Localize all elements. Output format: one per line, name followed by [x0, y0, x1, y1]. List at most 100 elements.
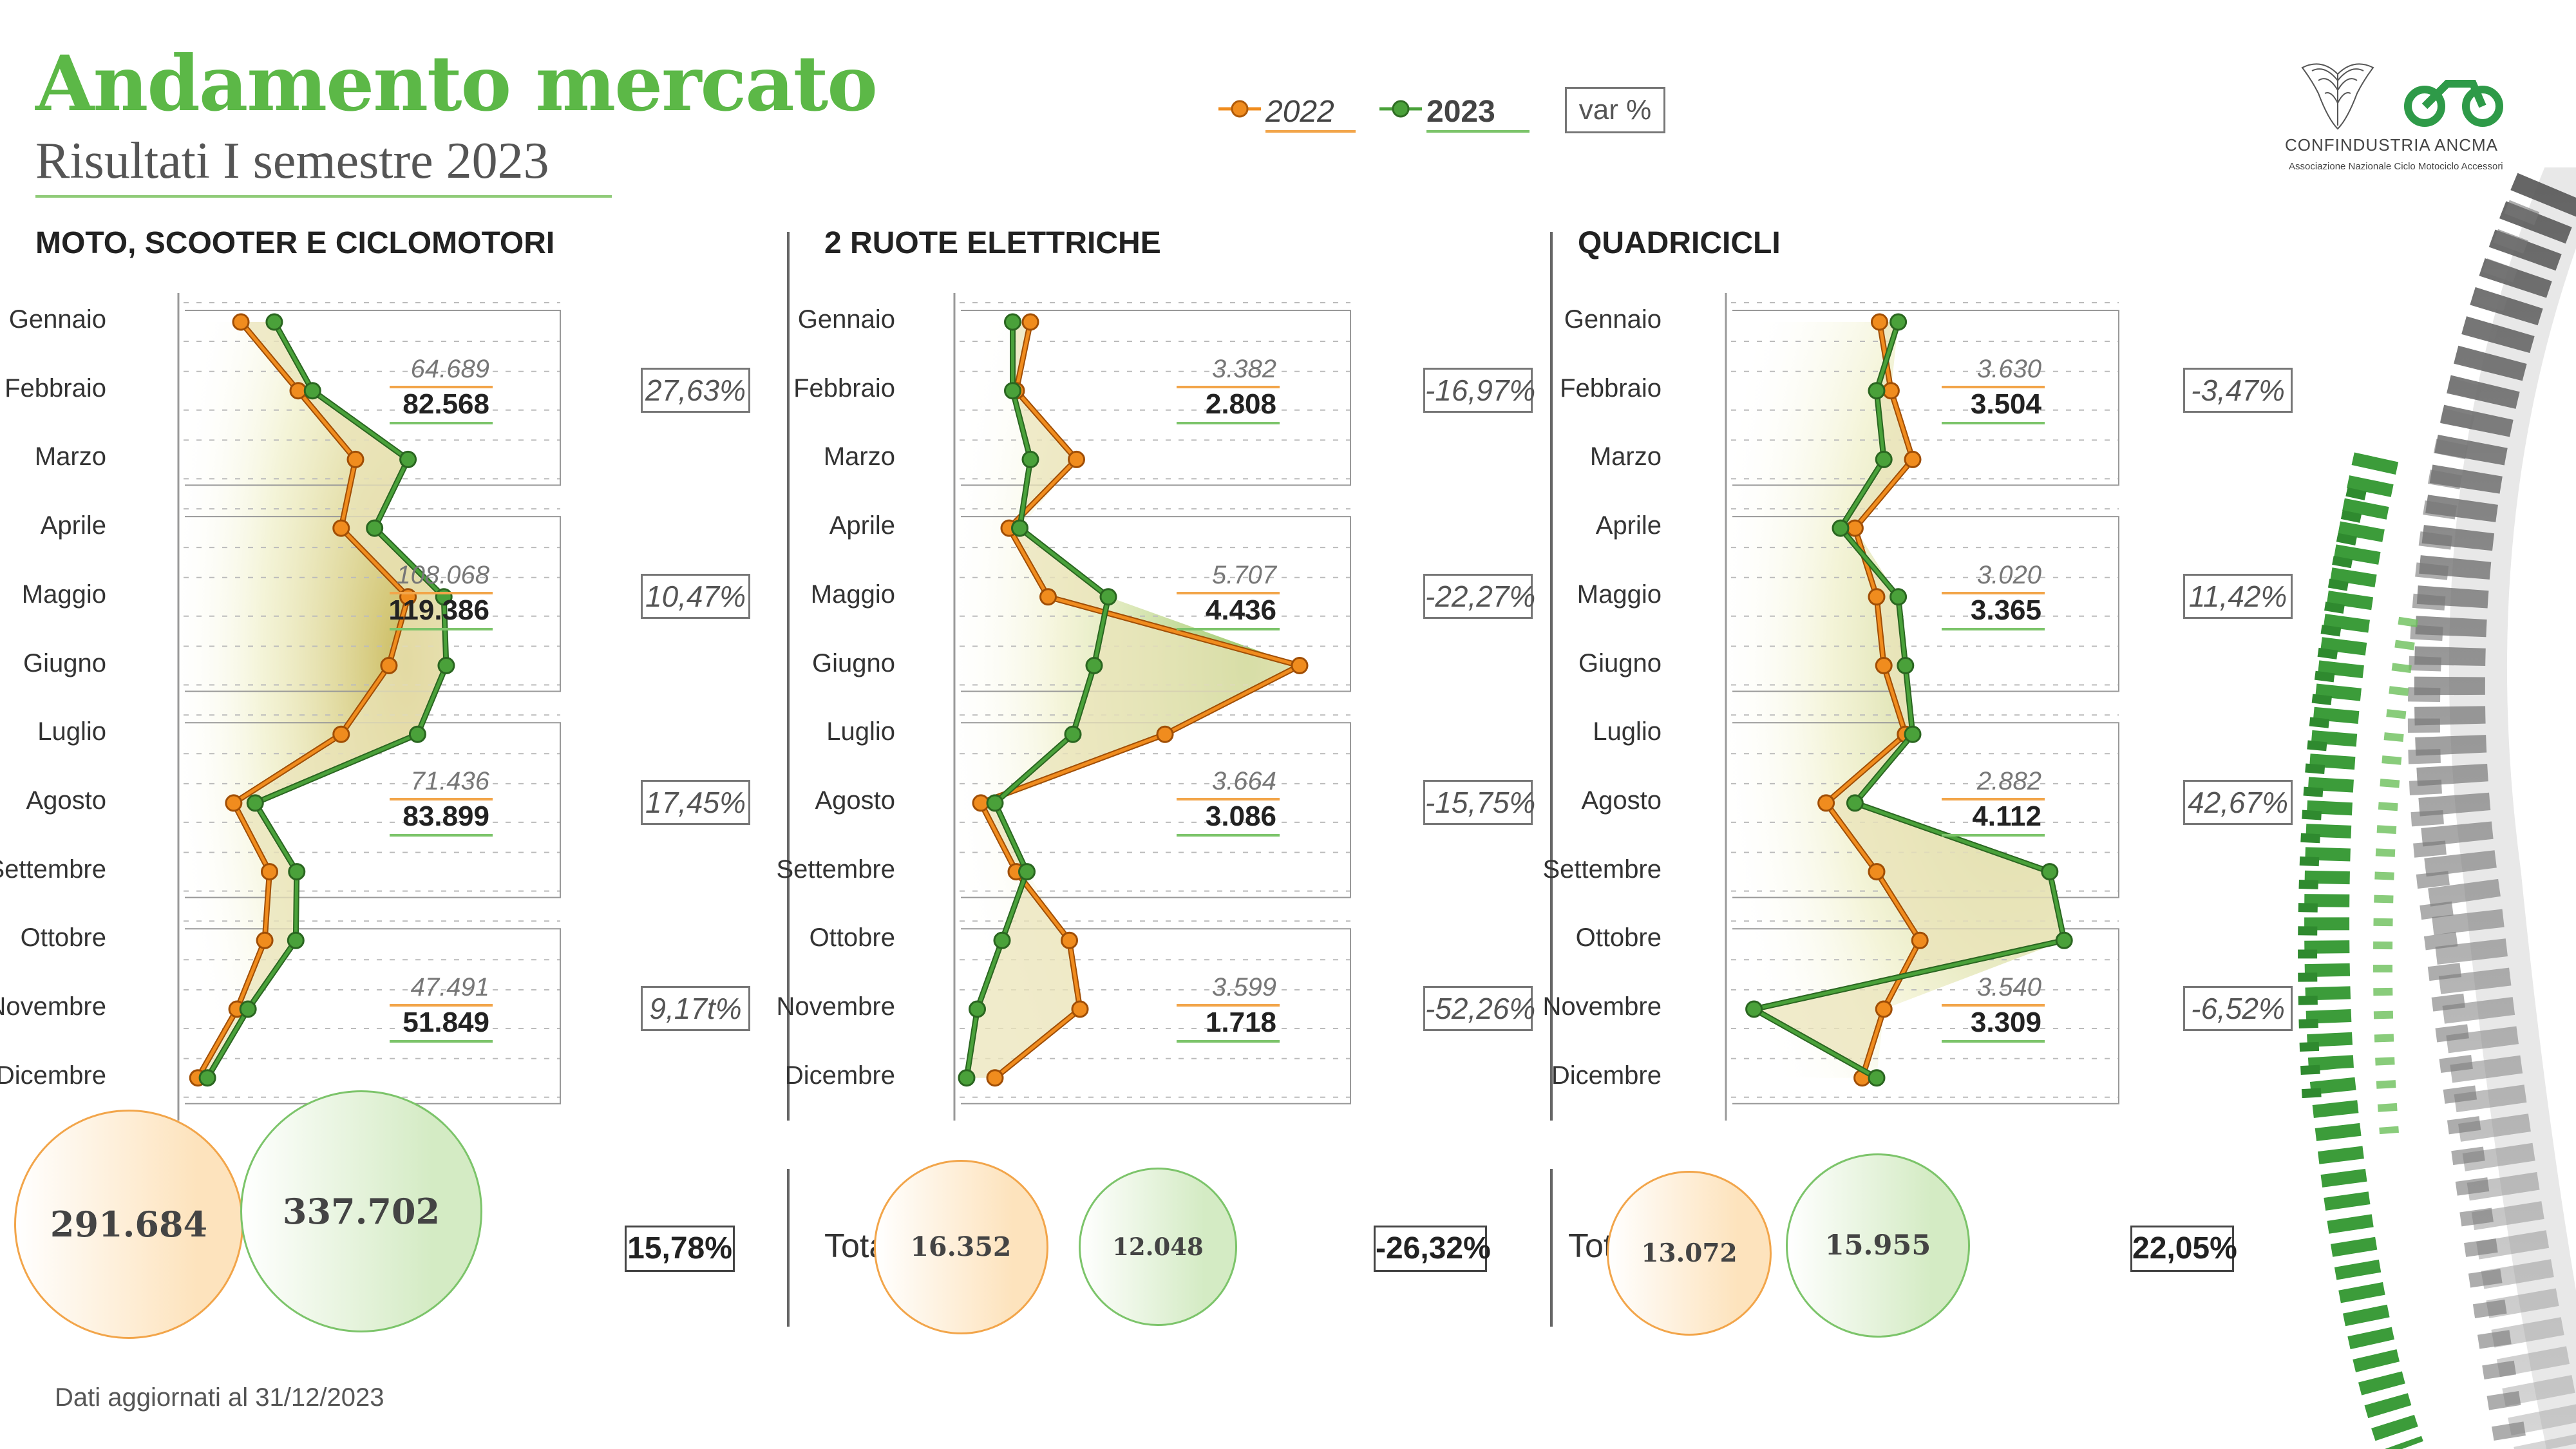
data-point-2023 [303, 382, 321, 400]
data-point-2022 [1156, 725, 1174, 743]
series-line-2023 [1749, 321, 2067, 1079]
quarter-underline-2023 [1942, 1040, 2045, 1043]
legend-2022-marker [1218, 100, 1261, 118]
quarter-underline-2022 [390, 385, 493, 388]
chart-svg-quadricicli [1725, 293, 2119, 1121]
month-label: Settembre [1542, 855, 1662, 884]
quarter-var-box: -16,97% [1423, 367, 1535, 413]
quarter-value-2023: 51.849 [402, 1007, 489, 1038]
total-circle-2022: 291.684 [14, 1110, 243, 1339]
panel-divider-2b [1550, 1169, 1553, 1327]
legend: 2022 2023 [1217, 90, 1668, 142]
month-label: Agosto [26, 786, 106, 815]
quarter-value-2023: 82.568 [402, 388, 489, 420]
quarter-underline-2023 [1177, 627, 1280, 630]
data-point-2022 [1068, 450, 1085, 468]
month-label: Gennaio [1564, 305, 1662, 334]
month-label: Dicembre [0, 1061, 106, 1090]
quarter-underline-2022 [1942, 1004, 2045, 1007]
quarter-value-2022: 108.068 [396, 560, 489, 589]
quarter-underline-2023 [1942, 627, 2045, 630]
confindustria-eagle-icon [2301, 63, 2374, 130]
legend-2023-marker [1379, 100, 1422, 118]
month-label: Settembre [0, 855, 106, 884]
footnote: Dati aggiornati al 31/12/2023 [55, 1383, 384, 1412]
quarter-value-2023: 4.112 [1972, 800, 2041, 832]
data-point-2023 [1004, 313, 1021, 331]
data-point-2023 [239, 1000, 257, 1018]
logo-subtitle: Associazione Nazionale Ciclo Motociclo A… [2289, 161, 2503, 172]
data-point-2023 [1018, 863, 1036, 881]
data-point-2023 [408, 725, 426, 743]
month-label: Maggio [21, 580, 106, 609]
month-label: Febbraio [793, 374, 895, 402]
quarter-var-box: -6,52% [2183, 986, 2293, 1031]
data-point-2023 [1897, 657, 1915, 674]
data-point-2022 [1021, 313, 1039, 331]
panel-divider-1 [787, 232, 790, 1121]
quarter-value-2022: 47.491 [410, 973, 489, 1001]
panel-title-elettriche: 2 RUOTE ELETTRICHE [824, 226, 1161, 260]
data-point-2023 [2055, 931, 2073, 949]
data-point-2023 [2041, 863, 2059, 881]
data-point-2023 [1832, 519, 1850, 537]
quarter-var-box: -15,75% [1423, 779, 1535, 825]
data-point-2023 [1004, 382, 1021, 400]
quarter-value-2022: 2.882 [1976, 766, 2041, 795]
data-point-2022 [1911, 931, 1929, 949]
month-label: Luglio [1593, 717, 1662, 746]
quarter-value-2022: 3.540 [1976, 973, 2041, 1001]
month-label: Aprile [40, 511, 106, 540]
quarter-bracket [1732, 310, 2119, 486]
tire-track-decoration [2298, 167, 2576, 1449]
month-label: Dicembre [1551, 1061, 1662, 1090]
total-circle-2023: 337.702 [240, 1090, 482, 1332]
month-label: Febbraio [1560, 374, 1662, 402]
data-point-2023 [198, 1069, 216, 1087]
data-point-2022 [1291, 657, 1309, 674]
quarter-value-2022: 3.599 [1211, 973, 1276, 1001]
data-point-2023 [993, 931, 1011, 949]
chart-svg-moto [177, 293, 561, 1121]
total-circle-2023: 15.955 [1786, 1153, 1970, 1338]
panel-title-moto: MOTO, SCOOTER E CICLOMOTORI [35, 226, 555, 260]
panel-title-quadricicli: QUADRICICLI [1578, 226, 1781, 260]
difference-area-warm-moto [198, 322, 446, 1078]
legend-2023-underline [1426, 130, 1530, 133]
data-point-2023 [1868, 1069, 1886, 1087]
total-var-box: 15,78% [625, 1226, 735, 1272]
quarter-value-2022: 71.436 [410, 766, 489, 795]
data-point-2022 [380, 657, 398, 674]
data-point-2022 [1882, 382, 1900, 400]
month-label: Agosto [815, 786, 895, 815]
quarter-var-box: -22,27% [1423, 573, 1535, 619]
data-point-2023 [399, 450, 417, 468]
month-label: Luglio [37, 717, 106, 746]
quarter-underline-2023 [1177, 421, 1280, 424]
quarter-underline-2023 [1942, 833, 2045, 837]
data-point-2022 [346, 450, 365, 468]
quarter-underline-2022 [1177, 797, 1280, 800]
quarter-value-2022: 3.664 [1211, 766, 1276, 795]
quarter-var-box: 11,42% [2183, 573, 2293, 619]
quarter-value-2022: 3.382 [1211, 354, 1276, 383]
data-point-2023 [1011, 519, 1028, 537]
difference-area-warm-elettriche [967, 322, 1300, 1078]
quarter-value-2023: 119.386 [388, 594, 489, 626]
month-label: Marzo [34, 442, 106, 471]
quarter-underline-2023 [1177, 1040, 1280, 1043]
page-subtitle: Risultati I semestre 2023 [35, 133, 549, 189]
month-label: Maggio [1577, 580, 1662, 609]
month-label: Novembre [776, 992, 895, 1021]
data-point-2023 [1846, 794, 1864, 812]
quarter-var-box: 42,67% [2183, 779, 2293, 825]
quarter-value-2023: 1.718 [1205, 1007, 1276, 1038]
page-title: Andamento mercato [35, 39, 878, 128]
month-label: Giugno [812, 649, 895, 677]
month-label: Gennaio [797, 305, 895, 334]
quarter-value-2022: 3.020 [1976, 560, 2041, 589]
quarter-underline-2023 [390, 833, 493, 837]
month-label: Settembre [776, 855, 895, 884]
data-point-2022 [1061, 931, 1078, 949]
quarter-underline-2022 [390, 1004, 493, 1007]
